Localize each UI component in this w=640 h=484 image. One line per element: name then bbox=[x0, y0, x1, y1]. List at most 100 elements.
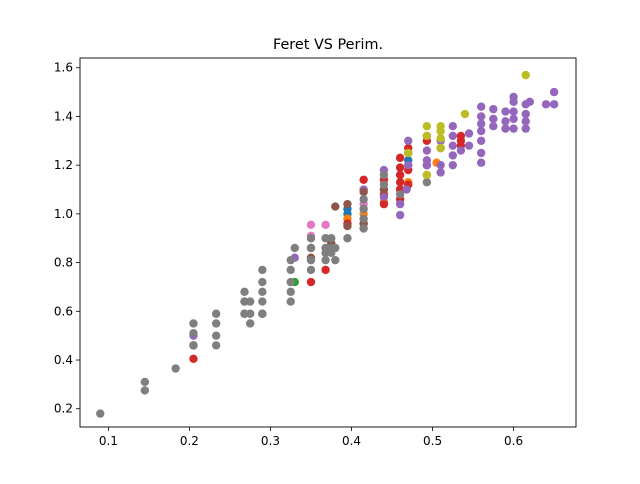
data-point bbox=[286, 287, 295, 297]
y-axis: 0.2 0.4 0.6 0.8 1.0 1.2 1.4 1.6 bbox=[54, 61, 80, 416]
data-point bbox=[343, 221, 352, 231]
data-point bbox=[509, 124, 518, 133]
data-point bbox=[171, 364, 180, 373]
y-tick-label: 0.6 bbox=[54, 304, 73, 318]
y-tick-label: 1.6 bbox=[54, 61, 73, 75]
data-point bbox=[436, 143, 445, 153]
data-point bbox=[258, 297, 267, 306]
data-point bbox=[258, 265, 267, 275]
data-point bbox=[476, 158, 486, 167]
y-tick-label: 1.0 bbox=[54, 207, 73, 221]
data-point bbox=[436, 168, 445, 177]
x-axis: 0.1 0.2 0.3 0.4 0.5 0.6 bbox=[99, 427, 523, 448]
data-point bbox=[476, 102, 486, 111]
x-tick-label: 0.1 bbox=[99, 434, 118, 448]
data-point bbox=[245, 309, 255, 318]
data-point bbox=[286, 277, 295, 287]
data-point bbox=[395, 178, 405, 187]
data-point bbox=[140, 377, 150, 387]
data-point bbox=[211, 309, 221, 318]
data-point bbox=[211, 341, 221, 350]
data-point bbox=[379, 199, 389, 209]
data-point bbox=[476, 148, 486, 158]
data-point bbox=[321, 220, 330, 230]
data-point bbox=[306, 265, 316, 275]
data-point bbox=[331, 255, 340, 265]
series-8 bbox=[404, 70, 530, 180]
data-point bbox=[422, 178, 432, 187]
data-point bbox=[240, 287, 249, 297]
data-point bbox=[464, 141, 474, 150]
data-point bbox=[501, 107, 510, 116]
y-tick-label: 0.4 bbox=[54, 353, 73, 367]
data-point bbox=[331, 243, 340, 253]
data-point bbox=[189, 354, 198, 364]
data-point bbox=[306, 255, 316, 265]
x-tick-label: 0.4 bbox=[342, 434, 361, 448]
data-point bbox=[422, 121, 432, 131]
data-point bbox=[245, 319, 255, 328]
data-point bbox=[448, 160, 458, 170]
data-point bbox=[549, 100, 559, 109]
data-point bbox=[509, 92, 518, 102]
data-point bbox=[306, 234, 316, 243]
x-tick-label: 0.5 bbox=[423, 434, 442, 448]
data-point bbox=[476, 119, 486, 128]
data-point bbox=[404, 148, 413, 158]
data-point bbox=[306, 277, 316, 287]
data-point bbox=[501, 124, 510, 133]
data-point bbox=[422, 170, 432, 180]
data-point bbox=[379, 180, 389, 189]
data-point bbox=[476, 126, 486, 136]
x-tick-label: 0.3 bbox=[261, 434, 280, 448]
data-point bbox=[306, 220, 316, 230]
data-point bbox=[422, 156, 432, 165]
data-point bbox=[189, 319, 198, 328]
data-point bbox=[321, 265, 330, 275]
data-point bbox=[521, 124, 530, 133]
data-point bbox=[549, 87, 559, 97]
data-point bbox=[476, 136, 486, 146]
data-point bbox=[521, 70, 530, 80]
data-point bbox=[290, 243, 299, 253]
data-point bbox=[464, 129, 474, 138]
x-tick-label: 0.2 bbox=[180, 434, 199, 448]
plot-frame bbox=[79, 57, 577, 428]
data-point bbox=[359, 224, 368, 233]
data-point bbox=[402, 185, 411, 194]
data-point bbox=[258, 277, 267, 287]
data-point bbox=[379, 192, 389, 202]
data-point bbox=[525, 97, 535, 107]
data-point bbox=[395, 170, 405, 180]
data-point bbox=[395, 163, 405, 172]
data-point bbox=[456, 131, 466, 141]
data-point bbox=[321, 255, 330, 265]
data-point bbox=[343, 199, 352, 209]
y-tick-label: 0.8 bbox=[54, 256, 73, 270]
data-point bbox=[404, 136, 413, 146]
data-point bbox=[140, 386, 150, 395]
data-point bbox=[404, 160, 413, 170]
data-point bbox=[286, 255, 295, 265]
data-point bbox=[448, 141, 458, 150]
data-point bbox=[258, 287, 267, 297]
data-point bbox=[436, 126, 445, 136]
data-point bbox=[395, 190, 405, 199]
data-point bbox=[521, 117, 530, 126]
data-point bbox=[359, 204, 368, 214]
data-point bbox=[359, 214, 368, 223]
data-point bbox=[286, 265, 295, 275]
data-point bbox=[327, 234, 336, 243]
data-point bbox=[211, 319, 221, 328]
points-layer bbox=[96, 70, 559, 418]
series-7 bbox=[96, 170, 432, 418]
data-point bbox=[359, 175, 368, 184]
data-point bbox=[489, 121, 498, 131]
y-tick-label: 1.4 bbox=[54, 109, 73, 123]
data-point bbox=[395, 199, 405, 209]
data-point bbox=[245, 297, 255, 306]
data-point bbox=[436, 134, 445, 143]
data-point bbox=[436, 160, 445, 170]
